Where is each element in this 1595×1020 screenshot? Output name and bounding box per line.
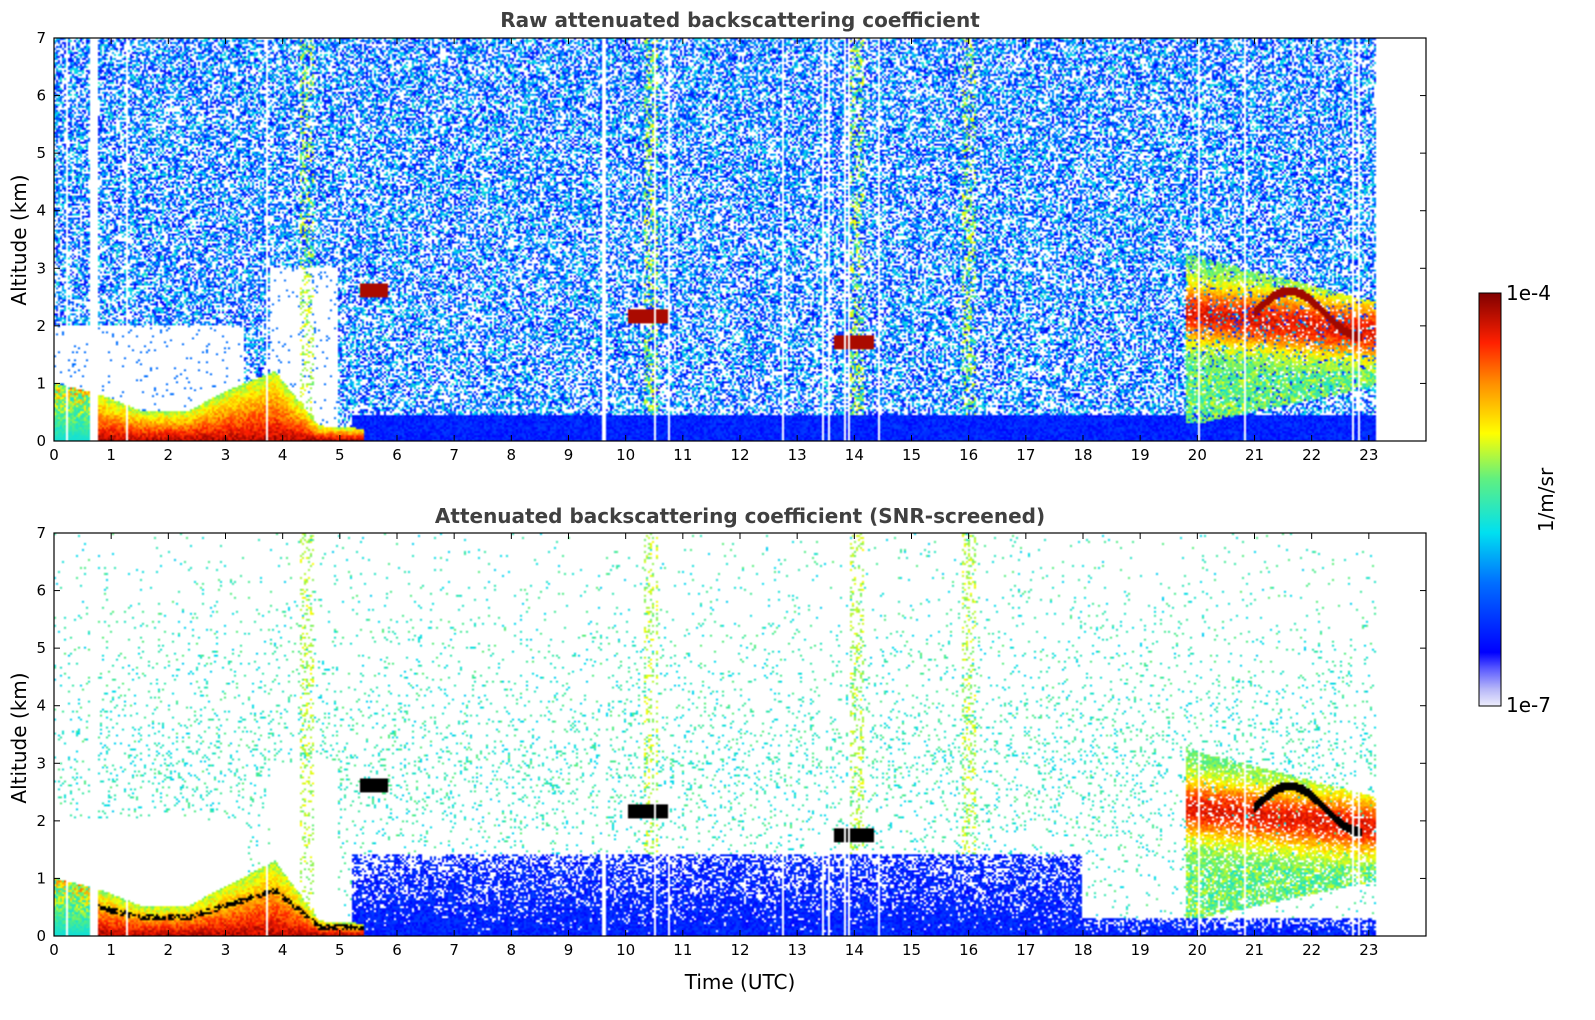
x-tick-label: 17 xyxy=(1016,941,1035,959)
x-tick-label: 7 xyxy=(449,446,459,464)
x-tick-label: 15 xyxy=(902,446,921,464)
y-tick-label: 5 xyxy=(36,639,46,657)
y-axis-label: Altitude (km) xyxy=(7,672,31,803)
x-tick-label: 5 xyxy=(335,941,345,959)
x-tick-label: 2 xyxy=(164,941,174,959)
x-tick-label: 14 xyxy=(845,446,864,464)
y-tick-label: 7 xyxy=(36,524,46,542)
y-tick-label: 3 xyxy=(36,754,46,772)
x-tick-label: 1 xyxy=(106,446,116,464)
panel-title: Raw attenuated backscattering coefficien… xyxy=(500,8,980,32)
y-tick-label: 4 xyxy=(36,697,46,715)
x-tick-label: 13 xyxy=(788,446,807,464)
x-tick-label: 5 xyxy=(335,446,345,464)
y-tick-label: 0 xyxy=(36,432,46,450)
y-axis-label: Altitude (km) xyxy=(7,174,31,305)
x-tick-label: 20 xyxy=(1188,941,1207,959)
colorbar-gradient xyxy=(1478,292,1502,707)
heatmap-image xyxy=(54,38,1426,441)
x-tick-label: 6 xyxy=(392,446,402,464)
x-tick-label: 12 xyxy=(730,446,749,464)
x-tick-label: 23 xyxy=(1359,941,1378,959)
y-tick-label: 4 xyxy=(36,202,46,220)
x-tick-label: 17 xyxy=(1016,446,1035,464)
y-tick-label: 1 xyxy=(36,374,46,392)
x-tick-label: 22 xyxy=(1302,446,1321,464)
axis-ticks: 0 1 2 3 4 5 6 7 8 9 10 11 12 13 14 15 16 17 18 19 20 21 22 2301… xyxy=(36,524,1426,959)
x-tick-label: 8 xyxy=(507,446,517,464)
x-tick-label: 1 xyxy=(106,941,116,959)
x-tick-label: 2 xyxy=(164,446,174,464)
x-tick-label: 23 xyxy=(1359,446,1378,464)
x-tick-label: 11 xyxy=(673,446,692,464)
x-tick-label: 8 xyxy=(507,941,517,959)
x-tick-label: 13 xyxy=(788,941,807,959)
x-tick-label: 16 xyxy=(959,446,978,464)
y-tick-label: 6 xyxy=(36,87,46,105)
x-tick-label: 3 xyxy=(221,446,231,464)
y-tick-label: 3 xyxy=(36,259,46,277)
y-tick-label: 5 xyxy=(36,144,46,162)
x-tick-label: 0 xyxy=(49,941,59,959)
x-tick-label: 20 xyxy=(1188,446,1207,464)
x-tick-label: 18 xyxy=(1073,446,1092,464)
x-tick-label: 6 xyxy=(392,941,402,959)
heatmap-image xyxy=(54,533,1426,936)
y-tick-label: 1 xyxy=(36,869,46,887)
axis-ticks: 0 1 2 3 4 5 6 7 8 9 10 11 12 13 14 15 16 17 18 19 20 21 22 2301… xyxy=(36,29,1426,464)
y-tick-label: 2 xyxy=(36,812,46,830)
y-tick-label: 7 xyxy=(36,29,46,47)
x-tick-label: 4 xyxy=(278,446,288,464)
x-tick-label: 0 xyxy=(49,446,59,464)
x-tick-label: 3 xyxy=(221,941,231,959)
x-tick-label: 12 xyxy=(730,941,749,959)
panel-raw: Raw attenuated backscattering coefficien… xyxy=(7,8,1427,464)
colorbar-min-label: 1e-7 xyxy=(1506,693,1551,717)
x-tick-label: 10 xyxy=(616,446,635,464)
x-tick-label: 4 xyxy=(278,941,288,959)
panel-title: Attenuated backscattering coefficient (S… xyxy=(435,504,1045,528)
x-tick-label: 18 xyxy=(1073,941,1092,959)
x-tick-label: 14 xyxy=(845,941,864,959)
x-tick-label: 10 xyxy=(616,941,635,959)
x-tick-label: 9 xyxy=(564,941,574,959)
x-tick-label: 19 xyxy=(1131,941,1150,959)
panel-snr-screened: Attenuated backscattering coefficient (S… xyxy=(7,504,1427,994)
x-tick-label: 19 xyxy=(1131,446,1150,464)
x-tick-label: 11 xyxy=(673,941,692,959)
y-tick-label: 6 xyxy=(36,582,46,600)
colorbar-unit-label: 1/m/sr xyxy=(1534,467,1558,532)
x-tick-label: 21 xyxy=(1245,941,1264,959)
y-tick-label: 0 xyxy=(36,927,46,945)
x-tick-label: 7 xyxy=(449,941,459,959)
colorbar: 1e-4 1e-7 1/m/sr xyxy=(1478,281,1558,717)
x-tick-label: 16 xyxy=(959,941,978,959)
y-tick-label: 2 xyxy=(36,317,46,335)
x-tick-label: 21 xyxy=(1245,446,1264,464)
x-tick-label: 15 xyxy=(902,941,921,959)
x-tick-label: 9 xyxy=(564,446,574,464)
colorbar-max-label: 1e-4 xyxy=(1506,281,1551,305)
x-tick-label: 22 xyxy=(1302,941,1321,959)
x-axis-label: Time (UTC) xyxy=(684,970,796,994)
